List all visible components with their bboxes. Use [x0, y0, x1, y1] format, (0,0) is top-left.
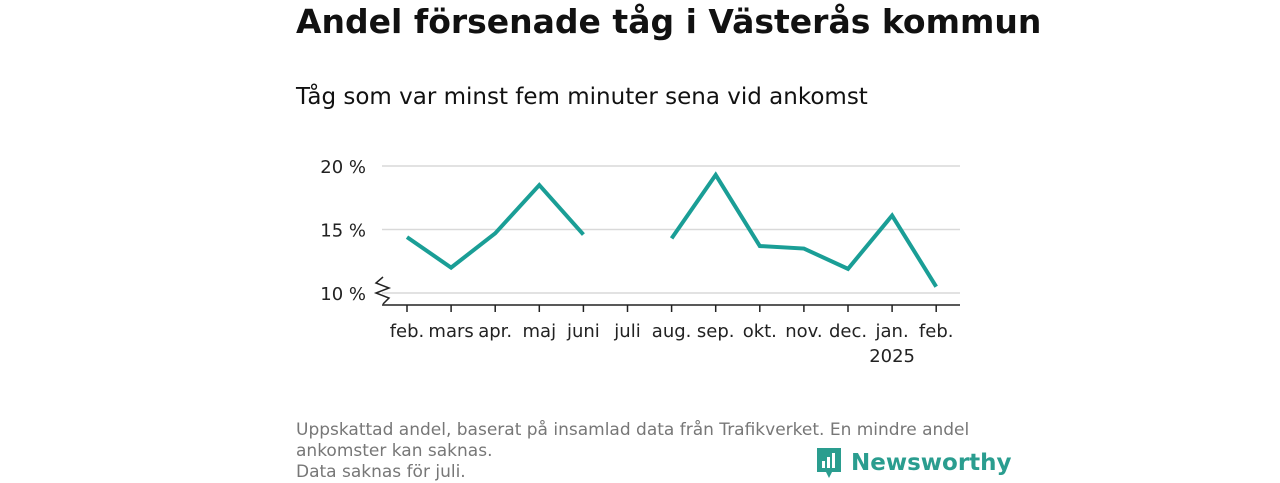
footnote-line-1: Uppskattad andel, baserat på insamlad da… — [296, 420, 970, 440]
y-tick-label: 15 % — [320, 221, 366, 242]
x-tick-label: juli — [613, 321, 640, 342]
series-line — [669, 171, 938, 288]
x-tick-label: sep. — [697, 321, 735, 342]
x-tick-label: jan. — [875, 321, 909, 342]
x-tick-label: apr. — [478, 321, 512, 342]
x-tick-label: aug. — [652, 321, 692, 342]
chart-title: Andel försenade tåg i Västerås kommun — [296, 2, 1042, 41]
newsworthy-logo-text: Newsworthy — [851, 450, 1012, 476]
x-tick-label: dec. — [829, 321, 867, 342]
x-tick-label: juni — [566, 321, 600, 342]
axis-break-icon — [373, 276, 392, 305]
y-tick-label: 20 % — [320, 157, 366, 178]
footnote-line-2: ankomster kan saknas. — [296, 441, 493, 461]
footnote-line-3: Data saknas för juli. — [296, 462, 466, 482]
x-tick-sublabel: 2025 — [869, 346, 915, 367]
chart-subtitle: Tåg som var minst fem minuter sena vid a… — [296, 84, 868, 110]
newsworthy-logo: Newsworthy — [815, 446, 1012, 480]
x-tick-label: mars — [428, 321, 473, 342]
y-tick-label: 10 % — [320, 284, 366, 305]
newsworthy-logo-icon — [817, 448, 841, 478]
x-tick-label: nov. — [785, 321, 822, 342]
footnote: Uppskattad andel, baserat på insamlad da… — [296, 420, 996, 483]
x-tick-label: maj — [523, 321, 557, 342]
x-tick-label: feb. — [919, 321, 954, 342]
series-line — [405, 182, 585, 271]
x-tick-label: feb. — [390, 321, 425, 342]
x-tick-label: okt. — [743, 321, 777, 342]
